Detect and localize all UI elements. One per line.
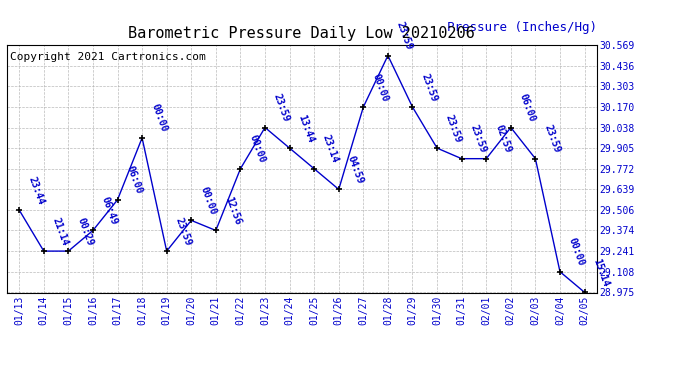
Text: 00:00: 00:00 (198, 185, 217, 216)
Text: 06:49: 06:49 (100, 195, 119, 226)
Text: 04:59: 04:59 (346, 154, 365, 185)
Text: 23:59: 23:59 (420, 72, 439, 103)
Text: 23:59: 23:59 (272, 92, 291, 123)
Text: 00:00: 00:00 (149, 103, 168, 134)
Text: 23:59: 23:59 (469, 123, 488, 154)
Text: Pressure (Inches/Hg): Pressure (Inches/Hg) (447, 21, 597, 34)
Text: Copyright 2021 Cartronics.com: Copyright 2021 Cartronics.com (10, 53, 206, 62)
Text: 23:44: 23:44 (26, 175, 46, 206)
Text: 12:56: 12:56 (223, 195, 242, 226)
Text: 15:14: 15:14 (591, 257, 611, 288)
Text: 23:14: 23:14 (321, 134, 341, 165)
Text: 13:44: 13:44 (297, 113, 316, 144)
Text: 06:00: 06:00 (124, 165, 144, 196)
Text: 02:59: 02:59 (493, 123, 513, 154)
Text: 23:59: 23:59 (174, 216, 193, 247)
Text: 00:00: 00:00 (371, 72, 390, 103)
Text: 21:14: 21:14 (51, 216, 70, 247)
Text: 00:00: 00:00 (248, 134, 267, 165)
Text: 00:00: 00:00 (567, 237, 586, 267)
Title: Barometric Pressure Daily Low 20210206: Barometric Pressure Daily Low 20210206 (128, 26, 475, 41)
Text: 23:59: 23:59 (444, 113, 464, 144)
Text: 23:59: 23:59 (542, 123, 562, 154)
Text: 23:59: 23:59 (395, 20, 414, 51)
Text: 06:00: 06:00 (518, 92, 538, 123)
Text: 00:29: 00:29 (75, 216, 95, 247)
